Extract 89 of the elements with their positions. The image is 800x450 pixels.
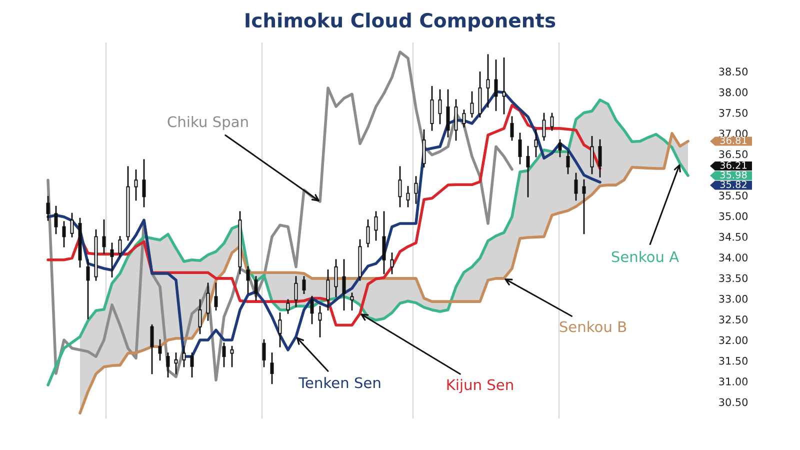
chart-title: Ichimoku Cloud Components [246, 12, 556, 32]
candlestick [102, 219, 106, 254]
candlestick [374, 211, 378, 241]
y-tick-label: 37.50 [719, 108, 748, 117]
text: 35.98 [720, 171, 747, 178]
candlestick [454, 99, 458, 141]
candlestick [198, 299, 202, 334]
y-tick-label: 31.00 [719, 378, 748, 386]
candlestick [190, 352, 194, 378]
candlestick [46, 196, 50, 221]
candlestick [598, 139, 602, 178]
candlestick [294, 276, 298, 308]
text: Senkou B [560, 320, 626, 332]
candlestick [62, 221, 66, 248]
y-tick-label: 34.50 [719, 232, 748, 241]
candlestick [462, 110, 466, 128]
candlestick [574, 172, 578, 201]
candlestick [254, 276, 258, 301]
text: 35.82 [720, 180, 746, 188]
candlestick [174, 352, 178, 374]
candlestick [398, 166, 402, 208]
y-tick-label: 35.00 [719, 212, 748, 220]
candlestick [54, 206, 58, 234]
y-tick-label: 38.50 [719, 68, 748, 76]
candlestick [278, 312, 282, 348]
candlestick [342, 259, 346, 311]
candlestick [142, 159, 146, 208]
text: 36.21 [720, 162, 747, 169]
y-tick-label: 31.50 [719, 356, 748, 365]
candlestick [350, 292, 354, 311]
candlestick [318, 306, 322, 338]
candlestick [110, 242, 114, 278]
text: Senkou A [612, 250, 679, 262]
candlestick [182, 346, 186, 368]
text: Kijun Sen [447, 378, 513, 394]
candlestick [86, 259, 90, 320]
candlestick [590, 136, 594, 174]
y-tick-label: 32.00 [719, 336, 748, 344]
candlestick [502, 58, 506, 114]
candlestick [70, 212, 74, 238]
y-tick-label: 32.50 [719, 316, 748, 324]
candlestick [246, 266, 250, 294]
candlestick [326, 269, 330, 311]
y-tick-label: 35.50 [719, 192, 748, 200]
candlestick [582, 179, 586, 234]
candlestick [150, 324, 154, 374]
candlestick [134, 169, 138, 201]
candlestick [486, 54, 490, 108]
candlestick [438, 89, 442, 124]
candlestick [566, 150, 570, 174]
candlestick [422, 129, 426, 168]
candlestick [262, 339, 266, 368]
y-tick-label: 38.00 [719, 88, 748, 96]
y-tick-label: 33.50 [719, 274, 748, 282]
candlestick [222, 342, 226, 368]
y-tick-label: 34.00 [719, 254, 748, 262]
candlestick [118, 236, 122, 258]
candlestick [550, 112, 554, 131]
candlestick [510, 116, 514, 141]
candlestick [518, 132, 522, 164]
candlestick [366, 219, 370, 248]
candlestick [334, 259, 338, 298]
candlestick [382, 211, 386, 274]
candlestick [206, 282, 210, 321]
candlestick [166, 352, 170, 378]
candlestick [310, 296, 314, 324]
candlestick [558, 139, 562, 158]
candlestick [390, 252, 394, 274]
candlestick [230, 346, 234, 368]
candlestick [470, 91, 474, 118]
text: 36.81 [720, 136, 747, 144]
y-tick-label: 36.50 [719, 150, 748, 158]
candlestick [158, 339, 162, 361]
candlestick [302, 276, 306, 294]
candlestick [446, 89, 450, 138]
series-label: Tenken Sen [298, 376, 380, 388]
candlestick [542, 112, 546, 141]
candlestick [270, 352, 274, 384]
candlestick [286, 299, 290, 314]
candlestick [406, 186, 410, 208]
y-tick-label: 30.50 [719, 398, 748, 406]
candlestick [414, 176, 418, 204]
candlestick [494, 60, 498, 111]
y-tick-label: 33.00 [719, 294, 748, 303]
text: Chiku Span [168, 116, 248, 130]
candlestick [534, 129, 538, 158]
candlestick [526, 146, 530, 198]
candlestick [430, 86, 434, 131]
candlestick [214, 282, 218, 311]
